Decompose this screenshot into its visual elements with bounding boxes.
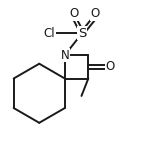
Text: O: O: [105, 60, 115, 73]
Text: N: N: [60, 49, 69, 62]
Text: Cl: Cl: [44, 27, 55, 40]
Text: S: S: [78, 27, 86, 40]
Text: O: O: [69, 7, 79, 20]
Text: O: O: [90, 7, 100, 20]
